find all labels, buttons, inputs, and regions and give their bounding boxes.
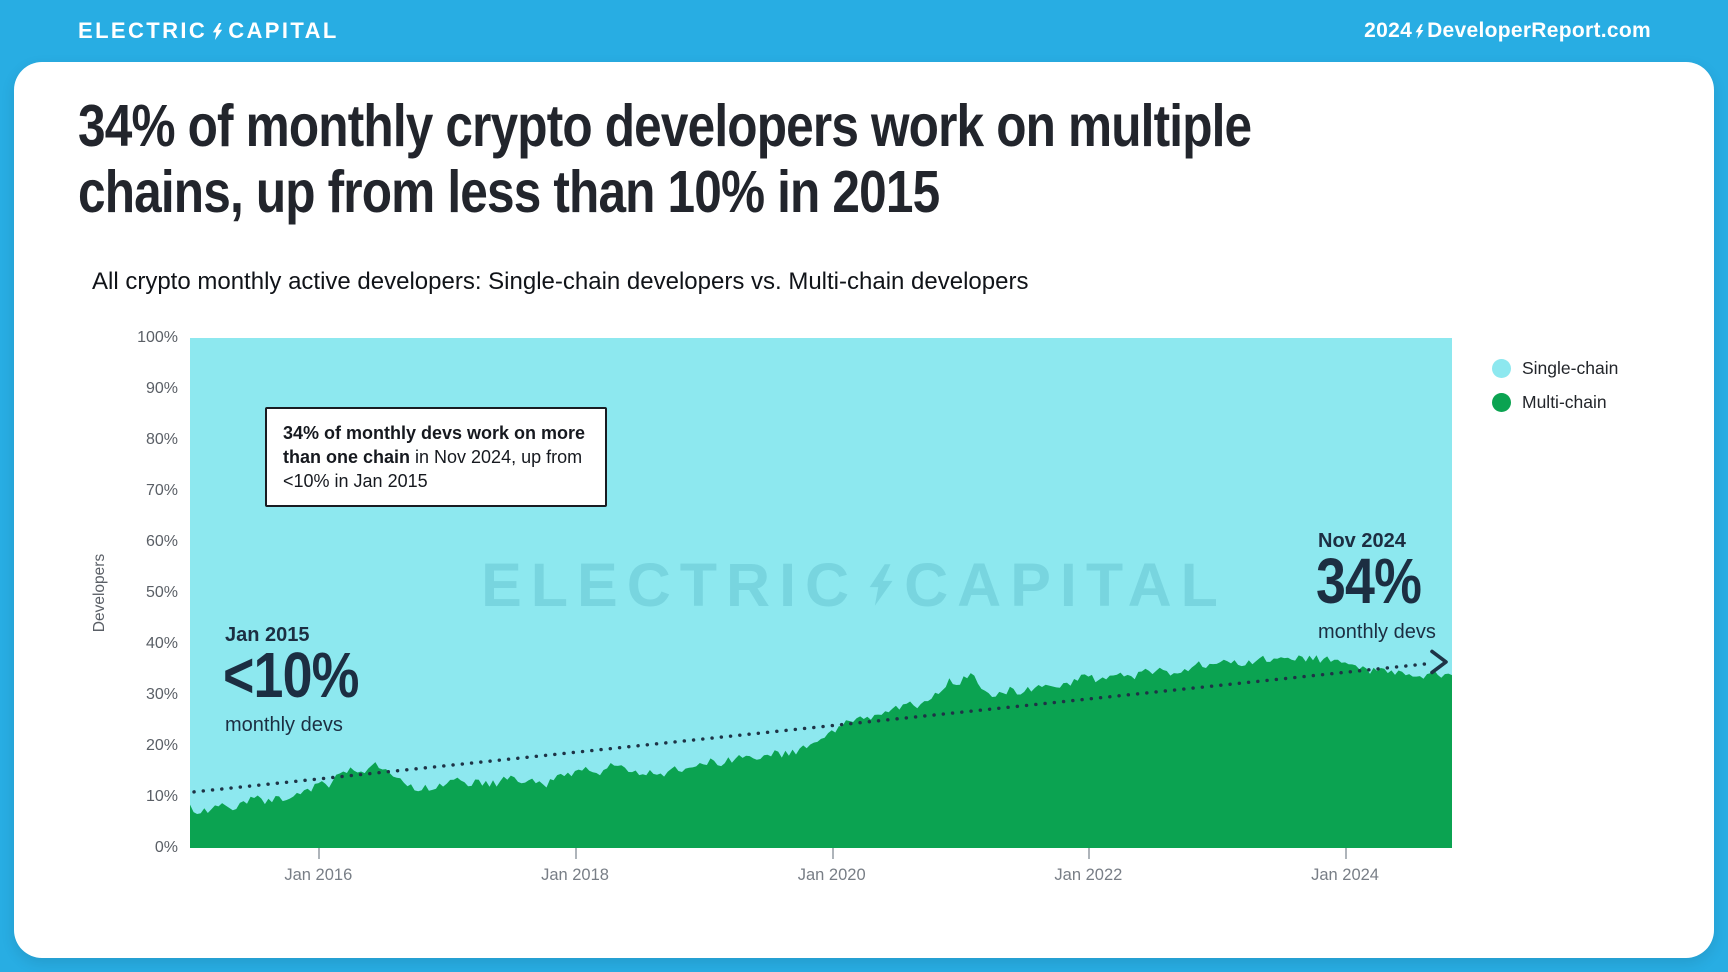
page-title: 34% of monthly crypto developers work on… <box>78 93 1475 225</box>
watermark-word-capital: CAPITAL <box>904 551 1227 619</box>
developer-report-link[interactable]: 2024 DeveloperReport.com <box>1364 0 1651 62</box>
brand-word-capital: CAPITAL <box>228 18 339 43</box>
y-axis-label: 40% <box>145 635 178 652</box>
top-bar: ELECTRIC CAPITAL 2024 DeveloperReport.co… <box>0 0 1728 62</box>
watermark: ELECTRIC CAPITAL <box>481 550 1227 620</box>
legend-item-single-chain: Single-chain <box>1492 358 1618 378</box>
callout-text-bold: 34% of monthly devs work on more than on… <box>283 423 586 468</box>
annotation-end-value: 34% <box>1316 545 1422 617</box>
x-axis-label: Jan 2022 <box>1054 866 1123 884</box>
watermark-word-electric: ELECTRIC <box>481 551 859 619</box>
brand-logo: ELECTRIC CAPITAL <box>78 0 339 62</box>
brand-word-electric: ELECTRIC <box>78 18 208 43</box>
legend: Single-chain Multi-chain <box>1492 358 1618 426</box>
y-axis-label: 60% <box>145 533 178 550</box>
y-axis-label: 90% <box>145 380 178 397</box>
single-chain-swatch-icon <box>1492 358 1511 378</box>
x-axis-tick <box>575 848 578 859</box>
annotation-end-date: Nov 2024 <box>1318 530 1406 552</box>
multi-chain-area <box>190 655 1452 848</box>
annotation-start-value: <10% <box>223 639 359 711</box>
page-title-line2: chains, up from less than 10% in 2015 <box>78 159 940 225</box>
y-axis-label: 80% <box>145 431 178 448</box>
content-card: 34% of monthly crypto developers work on… <box>14 62 1714 958</box>
legend-item-multi-chain: Multi-chain <box>1492 392 1618 412</box>
annotation-start-caption: monthly devs <box>225 714 343 736</box>
annotation-start-date: Jan 2015 <box>225 624 310 646</box>
y-axis-label: 0% <box>154 839 178 856</box>
x-axis-label: Jan 2016 <box>284 866 353 884</box>
report-year: 2024 <box>1364 19 1413 42</box>
lightning-bolt-icon <box>868 563 894 607</box>
trend-arrow-icon <box>1430 649 1448 675</box>
x-axis-tick <box>318 848 321 859</box>
x-axis-tick <box>831 848 834 859</box>
multi-chain-swatch-icon <box>1492 392 1511 412</box>
y-axis-label: 70% <box>145 482 178 499</box>
y-axis-label: 30% <box>145 686 178 703</box>
y-axis-label: 100% <box>137 329 178 346</box>
stacked-area-chart <box>190 338 1452 848</box>
legend-label: Multi-chain <box>1522 391 1607 412</box>
lightning-bolt-icon <box>1415 24 1424 39</box>
y-axis-label: 20% <box>145 737 178 754</box>
report-domain: DeveloperReport.com <box>1427 19 1651 42</box>
x-axis-tick <box>1088 848 1091 859</box>
annotation-end-caption: monthly devs <box>1318 621 1436 643</box>
chart-subtitle: All crypto monthly active developers: Si… <box>92 268 1029 295</box>
callout-box: 34% of monthly devs work on more than on… <box>265 407 607 508</box>
x-axis-label: Jan 2018 <box>541 866 609 884</box>
y-axis-label: 50% <box>145 584 178 601</box>
x-axis-tick <box>1345 848 1348 859</box>
y-axis-label: 10% <box>145 788 178 805</box>
page-title-line1: 34% of monthly crypto developers work on… <box>78 93 1252 159</box>
y-axis-title: Developers <box>91 553 108 633</box>
callout-text: in Nov 2024, up from <10% in Jan 2015 <box>283 447 583 492</box>
chart-plot <box>190 338 1452 848</box>
x-axis-label: Jan 2024 <box>1311 866 1379 884</box>
legend-label: Single-chain <box>1522 357 1619 378</box>
lightning-bolt-icon <box>212 23 223 40</box>
x-axis-label: Jan 2020 <box>797 866 866 884</box>
